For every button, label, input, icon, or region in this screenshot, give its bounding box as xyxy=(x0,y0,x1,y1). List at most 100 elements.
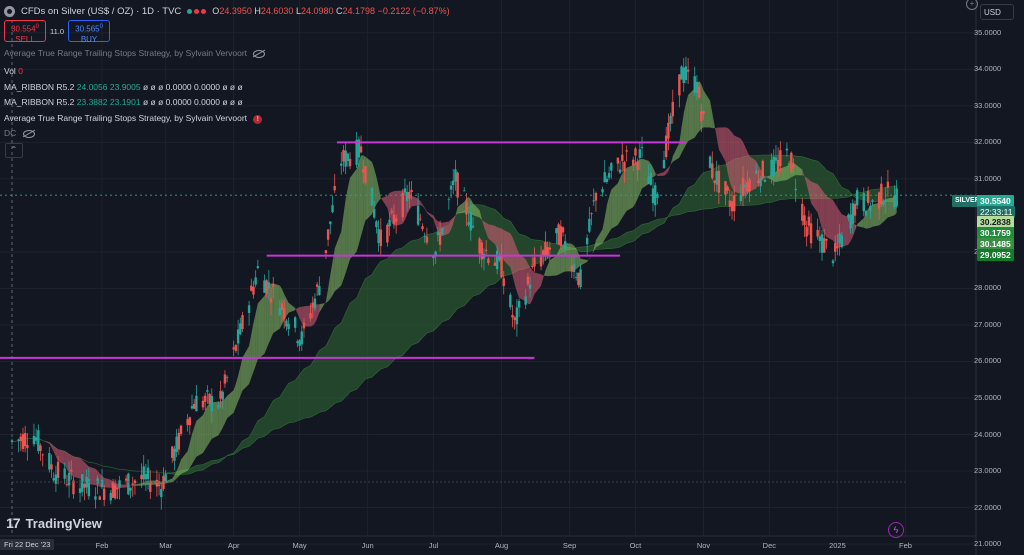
error-icon[interactable]: ! xyxy=(253,115,263,124)
ohlc-change-value: −0.2122 (−0.87%) xyxy=(377,6,450,16)
candle-body xyxy=(779,150,782,167)
buy-button[interactable]: 30.5650 BUY xyxy=(68,20,111,44)
candle-body xyxy=(656,193,659,198)
candle-body xyxy=(667,122,670,139)
candle-body xyxy=(533,257,536,267)
candle-body xyxy=(592,200,595,202)
fast-ma-ribbon-segment xyxy=(420,201,423,206)
ribbon-tag-3: 30.1485 xyxy=(977,238,1014,250)
fast-ma-ribbon-segment xyxy=(683,103,686,149)
candle-body xyxy=(838,233,841,244)
fast-ma-ribbon-segment xyxy=(543,270,546,278)
candle-body xyxy=(333,185,336,191)
fast-ma-ribbon-segment xyxy=(819,186,823,229)
fast-ma-ribbon-segment xyxy=(455,207,458,216)
fast-ma-ribbon-segment xyxy=(883,199,886,222)
fast-ma-ribbon-segment xyxy=(319,301,326,313)
dc-row[interactable]: DC xyxy=(4,128,35,138)
hidden-eye-icon[interactable] xyxy=(253,49,266,58)
buy-price: 30.565 xyxy=(75,24,100,34)
candle-body xyxy=(434,251,437,257)
fast-ma-ribbon-segment xyxy=(330,262,333,299)
fast-ma-ribbon-segment xyxy=(387,193,390,217)
candle-body xyxy=(585,237,589,245)
candle-body xyxy=(478,238,481,254)
fast-ma-ribbon-segment xyxy=(786,163,790,180)
symbol-title[interactable]: CFDs on Silver (US$ / OZ) · 1D · TVC xyxy=(21,6,182,17)
fast-ma-ribbon-segment xyxy=(655,172,658,176)
candle-body xyxy=(744,184,747,188)
candle-body xyxy=(210,395,213,411)
candle-body xyxy=(882,201,885,205)
lightning-icon[interactable]: ϟ xyxy=(888,522,904,538)
candle-body xyxy=(647,176,650,184)
candle-body xyxy=(634,148,637,156)
candle-body xyxy=(164,473,167,483)
fast-ma-ribbon-segment xyxy=(881,200,884,224)
candle-body xyxy=(636,161,639,171)
currency-select[interactable]: USD xyxy=(980,4,1014,20)
candle-body xyxy=(254,277,257,285)
fast-ma-ribbon-segment xyxy=(887,197,895,218)
strategy-row[interactable]: Average True Range Trailing Stops Strate… xyxy=(4,113,263,124)
candle-body xyxy=(201,400,205,408)
ma-ribbon-2-row[interactable]: MA_RIBBON R5.2 23.3882 23.1901 ø ø ø 0.0… xyxy=(4,97,243,107)
fast-ma-ribbon-segment xyxy=(725,127,728,173)
candle-body xyxy=(616,157,620,164)
candle-body xyxy=(234,345,238,351)
candle-body xyxy=(96,478,99,484)
add-symbol-plus-icon[interactable]: + xyxy=(966,0,978,10)
fast-ma-ribbon-segment xyxy=(150,480,157,485)
fast-ma-ribbon-segment xyxy=(545,265,548,277)
volume-row[interactable]: Vol 0 xyxy=(4,66,23,76)
price-tick-label: 21.0000 xyxy=(974,539,1002,549)
candle-body xyxy=(542,250,545,255)
fast-ma-ribbon-segment xyxy=(710,100,713,129)
fast-ma-ribbon-segment xyxy=(145,480,149,486)
candle-body xyxy=(761,160,764,179)
candle-body xyxy=(711,163,714,179)
candle-body xyxy=(463,190,466,192)
collapse-legend-button[interactable]: ⌃ xyxy=(5,143,23,158)
candle-body xyxy=(763,179,767,182)
fast-ma-ribbon-segment xyxy=(642,158,649,189)
candle-body xyxy=(471,225,475,228)
fast-ma-ribbon-segment xyxy=(189,434,193,468)
candle-body xyxy=(610,163,613,171)
candle-body xyxy=(851,203,854,224)
candle-body xyxy=(441,228,444,235)
fast-ma-ribbon-segment xyxy=(468,196,471,214)
candle-body xyxy=(840,235,843,248)
candle-body xyxy=(770,159,773,177)
fast-ma-ribbon-segment xyxy=(104,477,111,488)
candle-body xyxy=(680,66,683,80)
fast-ma-ribbon-segment xyxy=(332,248,335,296)
fast-ma-ribbon-segment xyxy=(251,322,254,378)
fast-ma-ribbon-segment xyxy=(356,161,359,252)
candle-body xyxy=(203,395,207,402)
fast-ma-ribbon-segment xyxy=(196,415,203,457)
ma-ribbon-1-row[interactable]: MA_RIBBON R5.2 24.0056 23.9005 ø ø ø 0.0… xyxy=(4,82,243,92)
ohlc-open-value: 24.3950 xyxy=(219,6,252,16)
ohlc-low-key: L xyxy=(295,6,301,16)
fast-ma-ribbon-segment xyxy=(181,451,188,475)
price-tick-label: 35.0000 xyxy=(974,27,1002,37)
date-tick-label: Jun xyxy=(361,541,374,550)
candle-body xyxy=(410,189,413,193)
candle-body xyxy=(129,487,132,491)
hidden-strategy-row[interactable]: Average True Range Trailing Stops Strate… xyxy=(4,48,266,58)
candle-body xyxy=(357,139,361,158)
price-tick-label: 31.0000 xyxy=(974,173,1002,183)
candle-body xyxy=(454,169,457,182)
candle-body xyxy=(820,234,824,253)
dc-eye-icon[interactable] xyxy=(22,129,35,138)
candle-body xyxy=(432,255,435,259)
fast-ma-ribbon-segment xyxy=(222,398,225,428)
tradingview-logo[interactable]: 17 TradingView xyxy=(6,515,102,531)
fast-ma-ribbon-segment xyxy=(497,227,500,254)
candle-body xyxy=(651,188,655,204)
sell-button[interactable]: 30.5540 SELL xyxy=(4,20,46,44)
candle-body xyxy=(149,482,152,492)
fast-ma-ribbon-segment xyxy=(235,375,239,407)
